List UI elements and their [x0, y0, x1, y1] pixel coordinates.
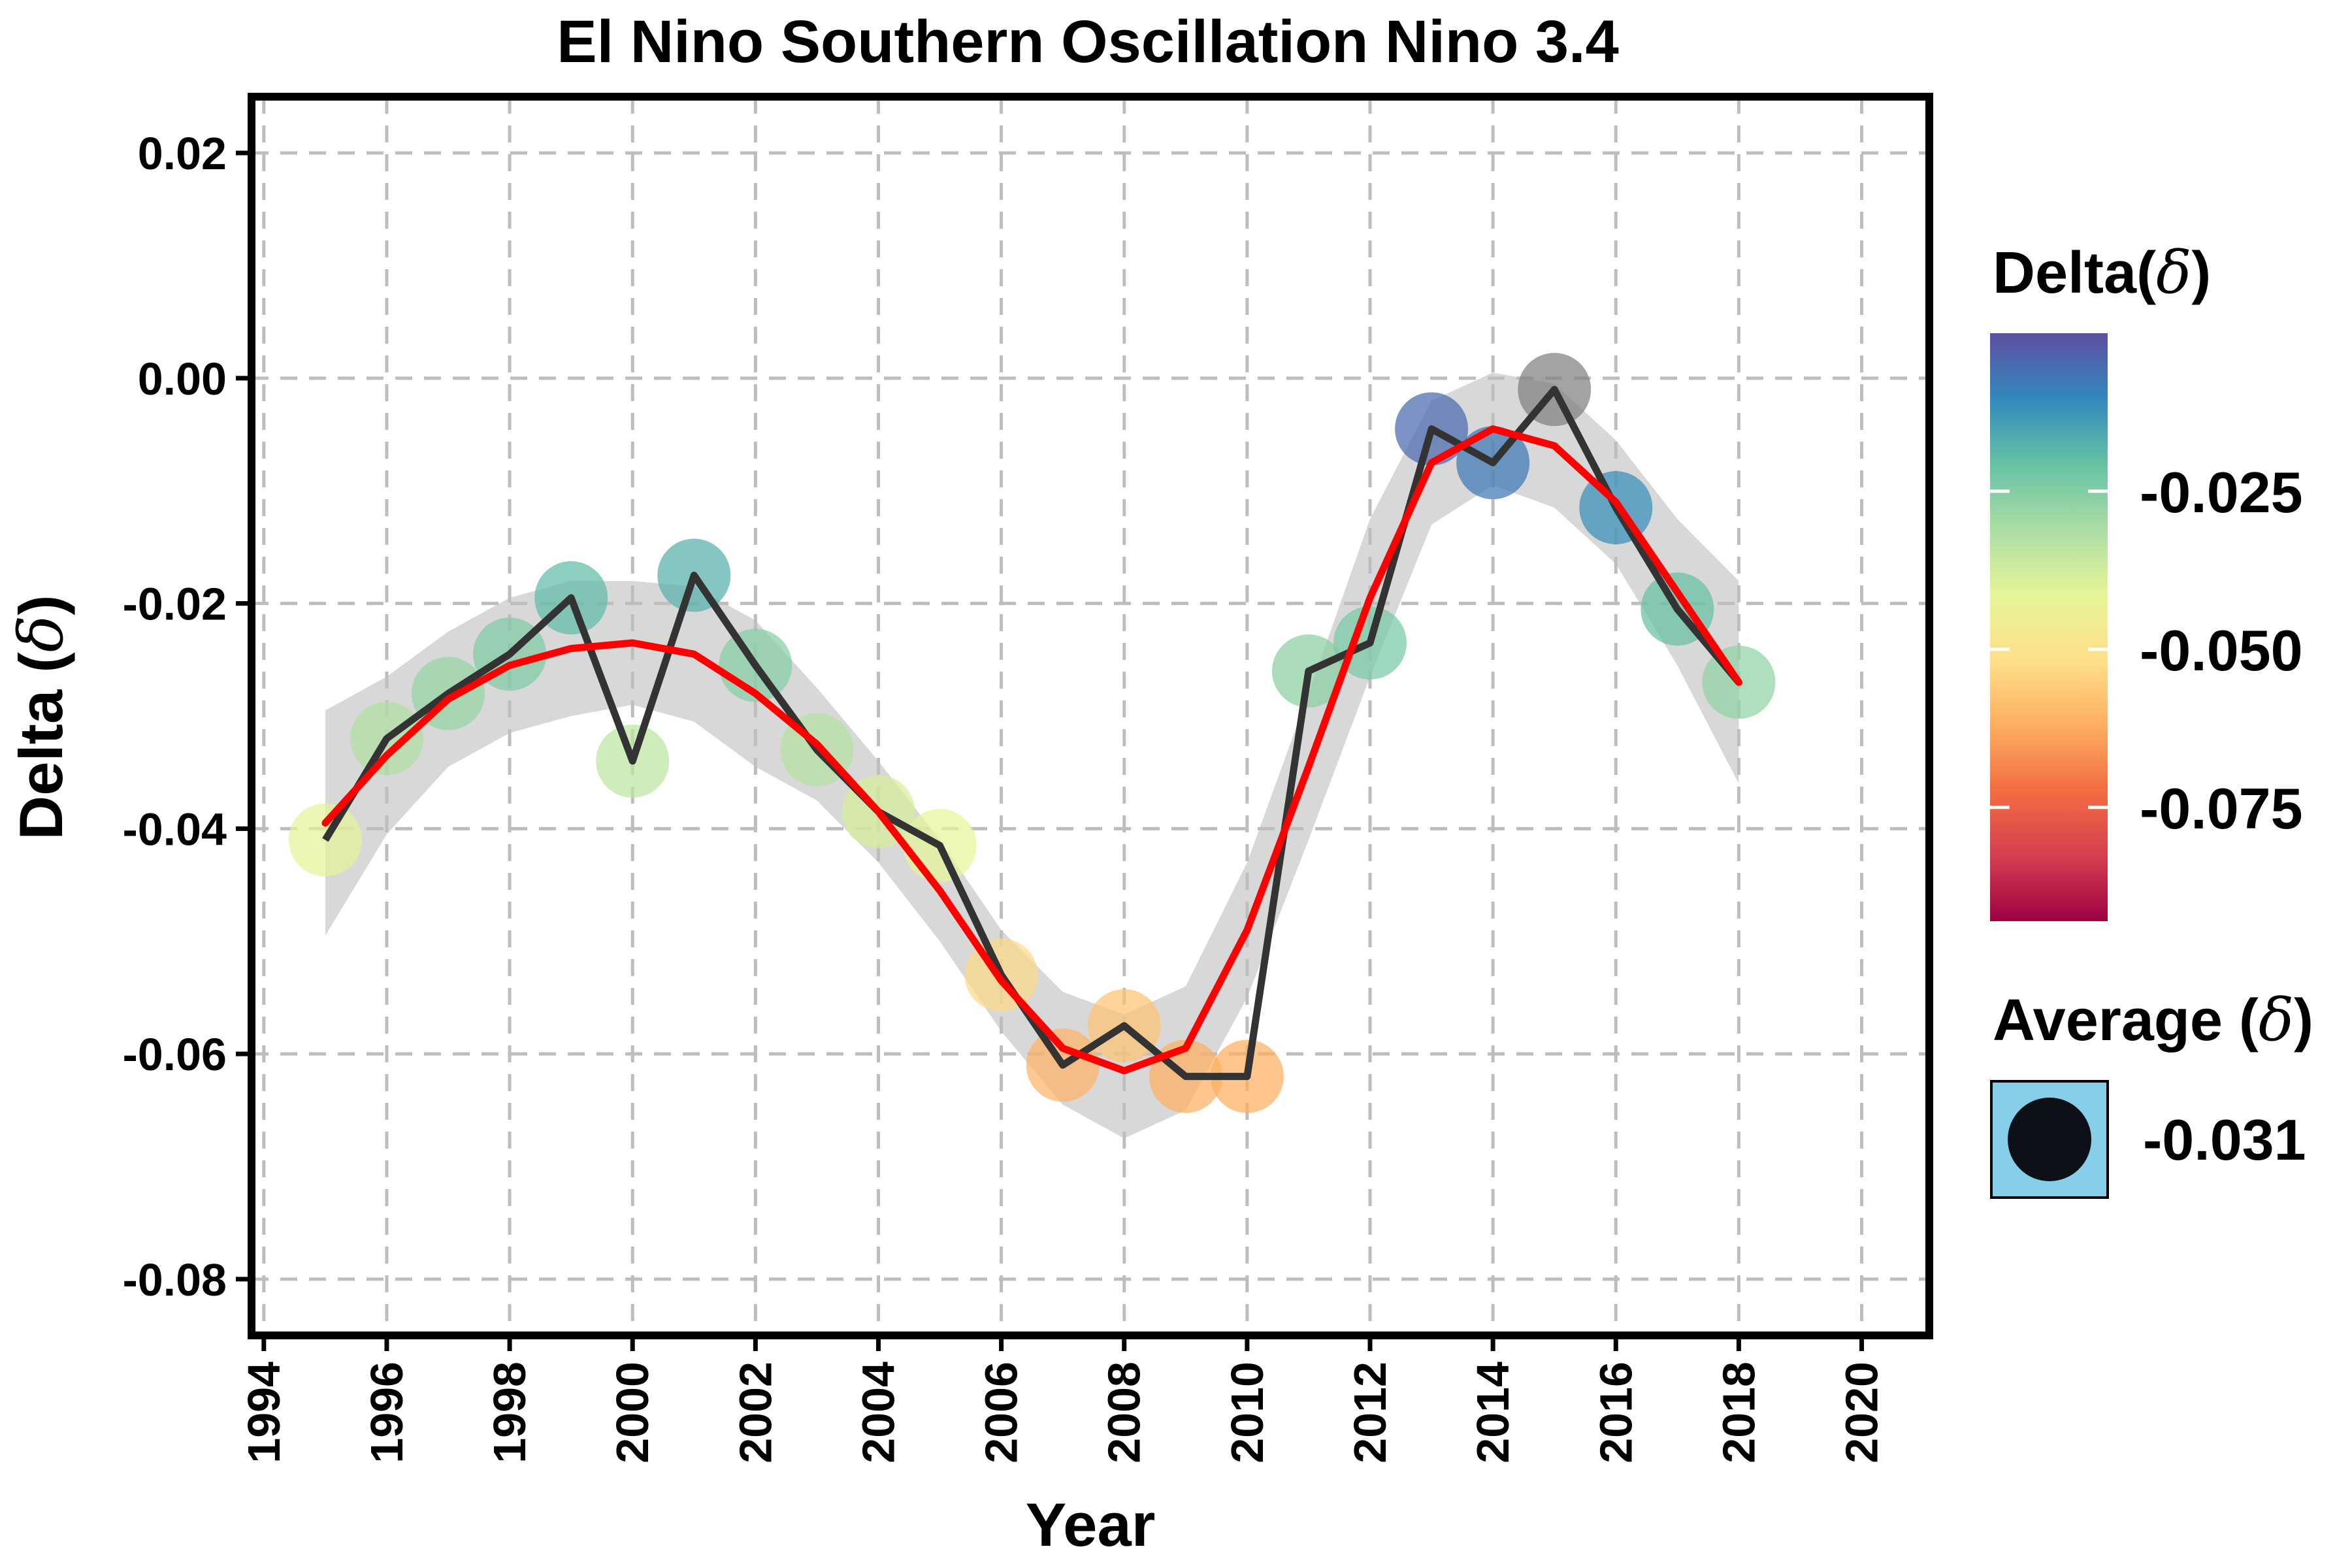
- y-tick-label: -0.02: [122, 579, 227, 630]
- y-tick-label: -0.06: [122, 1029, 227, 1080]
- colorbar-ticks: -0.025 -0.050 -0.075: [1990, 460, 2303, 841]
- x-tick-label: 2008: [1099, 1362, 1150, 1463]
- average-legend-value: -0.031: [2143, 1107, 2306, 1172]
- x-tick-label: 1994: [238, 1362, 289, 1463]
- y-axis-label: Delta (δ): [6, 595, 77, 840]
- average-legend-title: Average (δ): [1993, 986, 2313, 1054]
- y-tick-label: 0.00: [138, 353, 227, 404]
- average-legend: Average (δ) -0.031: [1990, 986, 2313, 1199]
- y-tick-label: -0.08: [122, 1254, 227, 1305]
- colorbar-tick-label: -0.050: [2140, 618, 2303, 683]
- colorbar-title: Delta(δ): [1993, 238, 2211, 307]
- x-tick-label: 2010: [1222, 1362, 1273, 1463]
- x-tick-label: 1996: [361, 1362, 412, 1463]
- colorbar-legend: Delta(δ) -0.025 -0.050 -0.075: [1990, 238, 2303, 921]
- x-tick-label: 2014: [1467, 1362, 1518, 1463]
- colorbar-tick-label: -0.075: [2140, 776, 2303, 841]
- y-tick-label: -0.04: [122, 804, 227, 855]
- x-axis-label: Year: [1026, 1490, 1156, 1559]
- x-tick-label: 2016: [1590, 1362, 1641, 1463]
- x-tick-label: 2012: [1345, 1362, 1396, 1463]
- x-tick-label: 2002: [730, 1362, 781, 1463]
- x-tick-label: 2018: [1713, 1362, 1764, 1463]
- line-layer: [321, 385, 1742, 1081]
- plot-panel-border: [248, 93, 1933, 1339]
- y-tick-label: 0.02: [138, 128, 227, 179]
- colorbar-tick-label: -0.025: [2140, 460, 2303, 525]
- smoothed-line: [321, 425, 1742, 1075]
- average-legend-point: [2008, 1098, 2091, 1181]
- x-tick-label: 2000: [607, 1362, 658, 1463]
- chart-title: El Nino Southern Oscillation Nino 3.4: [557, 8, 1619, 75]
- y-axis-ticks: 0.02 0.00 -0.02 -0.04 -0.06 -0.08: [122, 128, 252, 1305]
- x-axis-ticks: 1994 1996 1998 2000 2002 2004 2006 2008 2010 2012…: [238, 1335, 1887, 1463]
- x-tick-label: 2020: [1837, 1362, 1887, 1463]
- delta-line: [322, 385, 1742, 1081]
- data-point-1995: [288, 803, 362, 877]
- x-tick-label: 2004: [853, 1362, 904, 1463]
- x-tick-label: 2006: [976, 1362, 1027, 1463]
- colorbar: [1990, 333, 2108, 921]
- x-tick-label: 1998: [484, 1362, 535, 1463]
